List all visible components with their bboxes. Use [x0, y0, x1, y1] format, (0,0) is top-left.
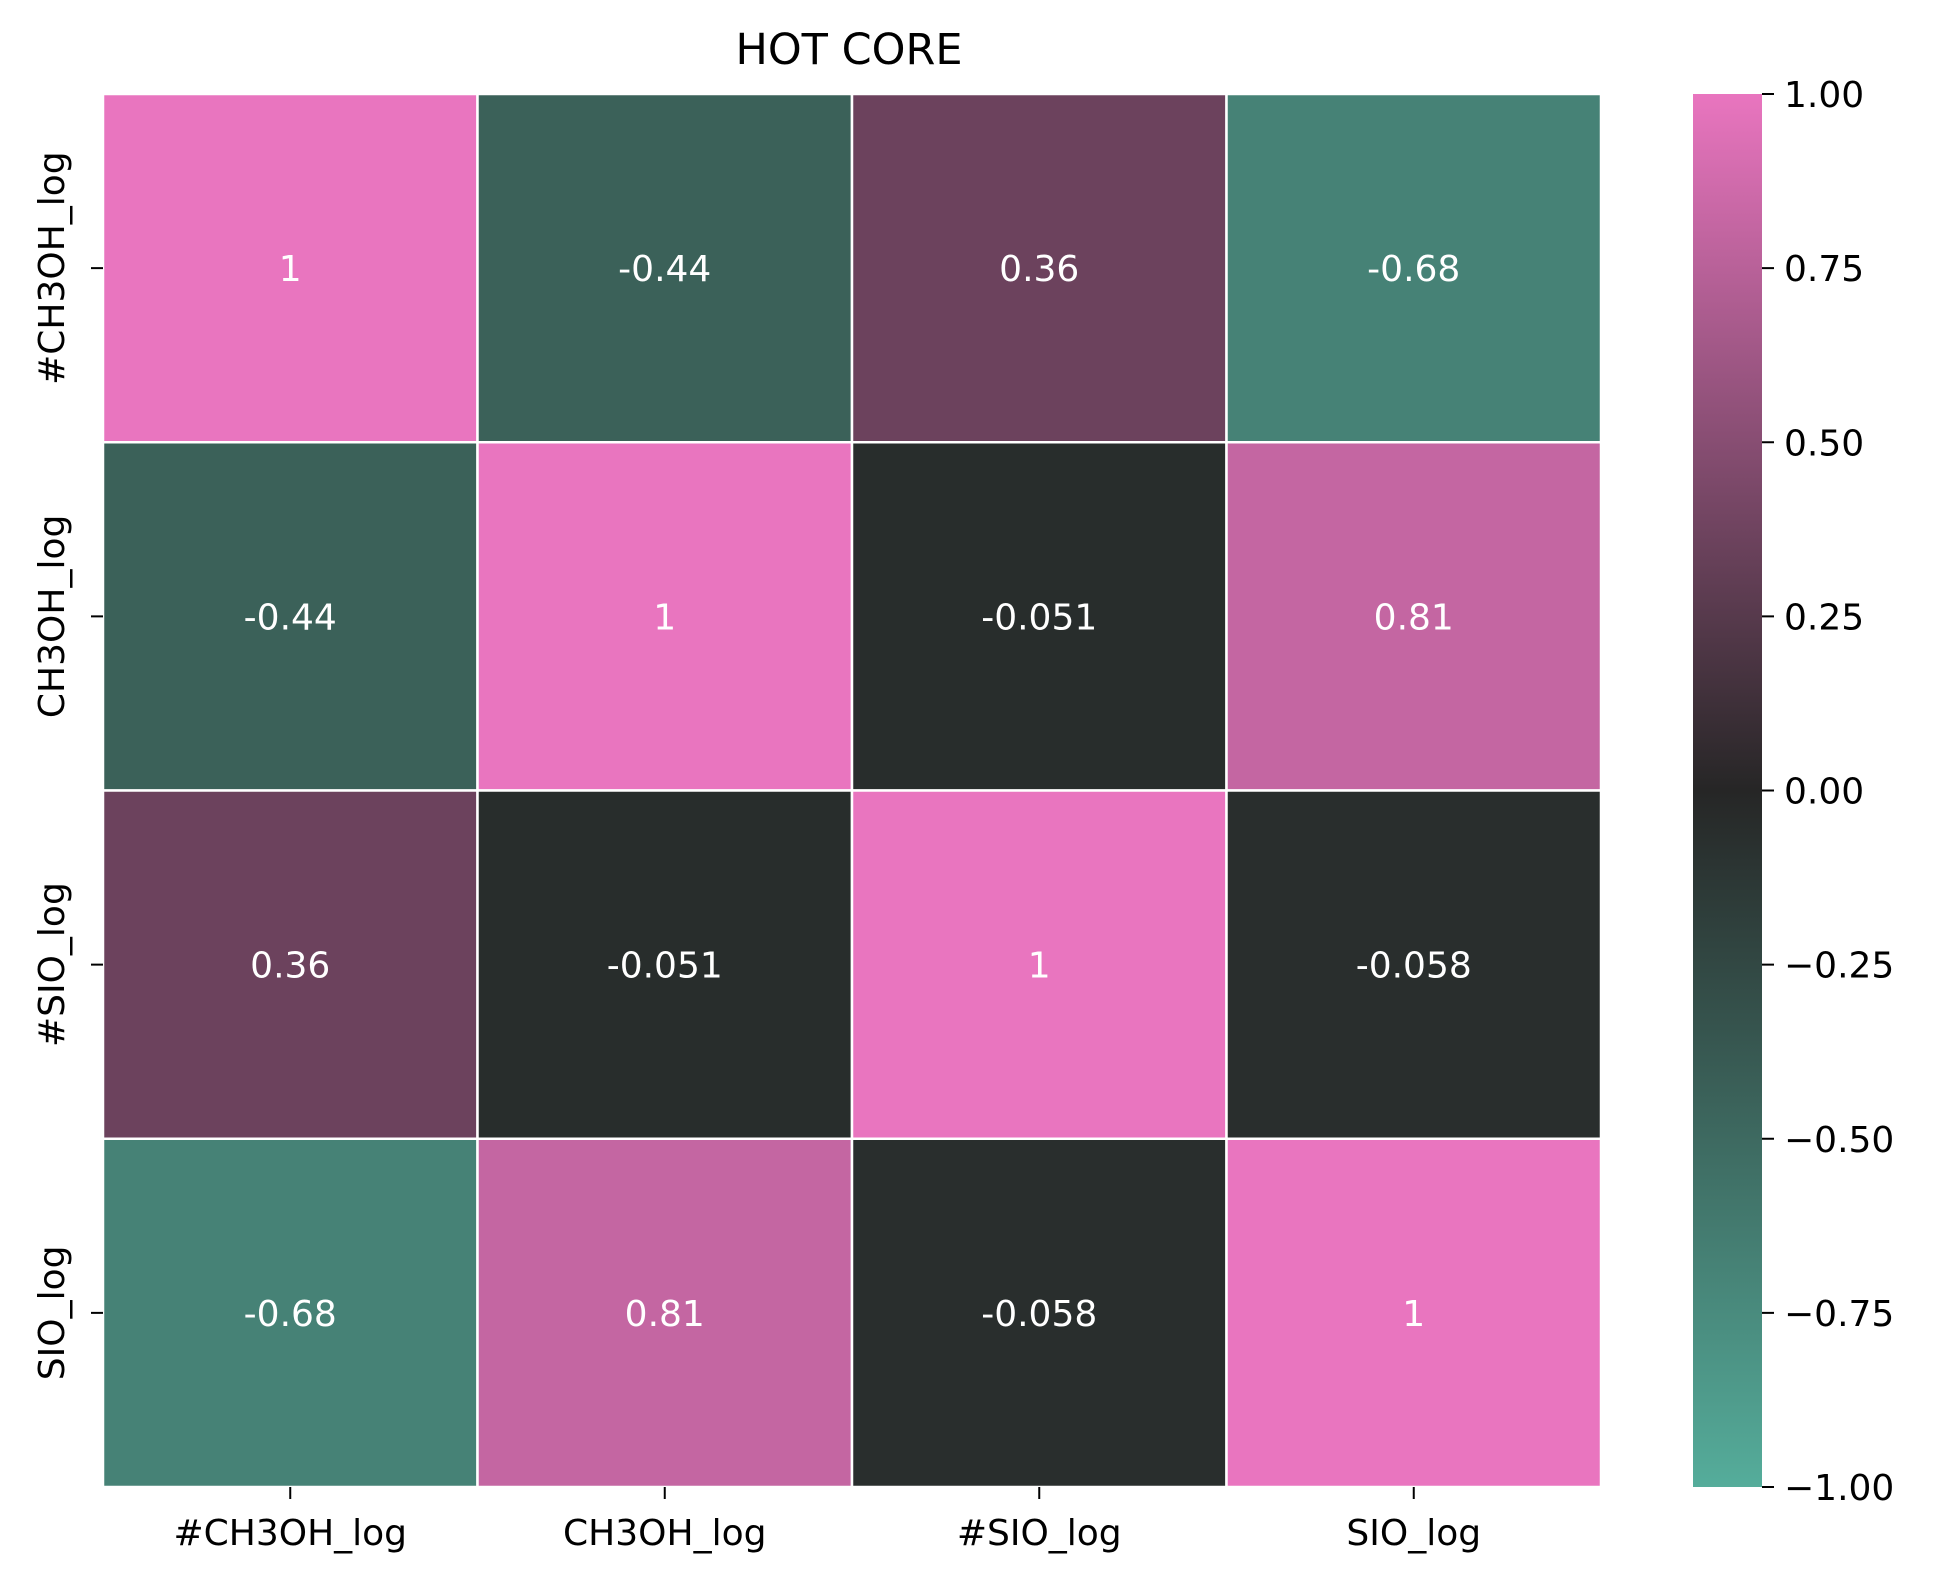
colorbar-tick-label: −0.25: [1784, 946, 1894, 987]
cell-value-label: -0.051: [981, 597, 1097, 638]
heatmap-cell: [1225, 1137, 1603, 1489]
heatmap-cell: [476, 92, 854, 444]
cell-value-label: 0.81: [1374, 597, 1454, 638]
cell-value-label: -0.051: [607, 946, 723, 987]
x-tick-label: #CH3OH_log: [173, 1513, 407, 1554]
heatmap-cell: [101, 92, 479, 444]
cell-value-label: 0.81: [625, 1294, 705, 1335]
colorbar-tick-label: 0.25: [1784, 597, 1864, 638]
cell-value-label: -0.44: [244, 597, 337, 638]
cell-value-label: 1: [653, 597, 676, 638]
cell-value-label: -0.058: [981, 1294, 1097, 1335]
colorbar-tick-label: 0.75: [1784, 249, 1864, 290]
colorbar-tick-label: −0.75: [1784, 1294, 1894, 1335]
heatmap-cell: [1225, 441, 1603, 792]
cell-value-label: -0.44: [618, 249, 711, 290]
cell-value-label: -0.68: [1367, 249, 1460, 290]
chart-title: HOT CORE: [735, 25, 962, 75]
x-axis: #CH3OH_log CH3OH_log #SIO_log SIO_log: [173, 1487, 1481, 1554]
colorbar-tick-label: 1.00: [1784, 75, 1864, 116]
cell-value-label: -0.68: [244, 1294, 337, 1335]
y-tick-label: #CH3OH_log: [32, 151, 73, 385]
colorbar: 1.00 0.75 0.50 0.25 0.00 −0.25 −0.50 −0.75 −1.00: [1693, 75, 1894, 1509]
x-tick-label: SIO_log: [1346, 1513, 1481, 1554]
heatmap-cell: [850, 441, 1228, 792]
heatmap-cell: [101, 441, 479, 792]
heatmap-cell: [850, 92, 1228, 444]
cell-value-label: 1: [1402, 1294, 1425, 1335]
heatmap-cell: [476, 789, 854, 1140]
colorbar-tick-label: 0.00: [1784, 772, 1864, 813]
y-axis: #CH3OH_log CH3OH_log #SIO_log SIO_log: [32, 151, 103, 1380]
y-tick-label: #SIO_log: [32, 882, 73, 1047]
heatmap-cell: [476, 441, 854, 792]
cell-value-label: 0.36: [999, 249, 1079, 290]
cell-value-label: -0.058: [1356, 946, 1472, 987]
cell-value-label: 1: [279, 249, 302, 290]
cell-value-label: 1: [1028, 946, 1051, 987]
heatmap-cell: [476, 1137, 854, 1489]
x-tick-label: #SIO_log: [957, 1513, 1122, 1554]
heatmap-cell: [1225, 92, 1603, 444]
cell-value-label: 0.36: [250, 946, 330, 987]
colorbar-tick-label: −1.00: [1784, 1468, 1894, 1509]
heatmap-annotations: 1 -0.44 0.36 -0.68 -0.44 1 -0.051 0.81 0.36 -0.05…: [244, 249, 1472, 1335]
colorbar-tick-label: 0.50: [1784, 423, 1864, 464]
y-tick-label: CH3OH_log: [32, 515, 73, 718]
colorbar-tick-label: −0.50: [1784, 1120, 1894, 1161]
heatmap-cell: [101, 1137, 479, 1489]
x-tick-label: CH3OH_log: [563, 1513, 766, 1554]
colorbar-ticks: 1.00 0.75 0.50 0.25 0.00 −0.25 −0.50 −0.75 −1.00: [1762, 75, 1894, 1509]
colorbar-gradient: [1693, 94, 1762, 1487]
heatmap-cell: [850, 1137, 1228, 1489]
heatmap-cells: [101, 92, 1603, 1489]
y-tick-label: SIO_log: [32, 1246, 73, 1381]
heatmap-cell: [1225, 789, 1603, 1140]
